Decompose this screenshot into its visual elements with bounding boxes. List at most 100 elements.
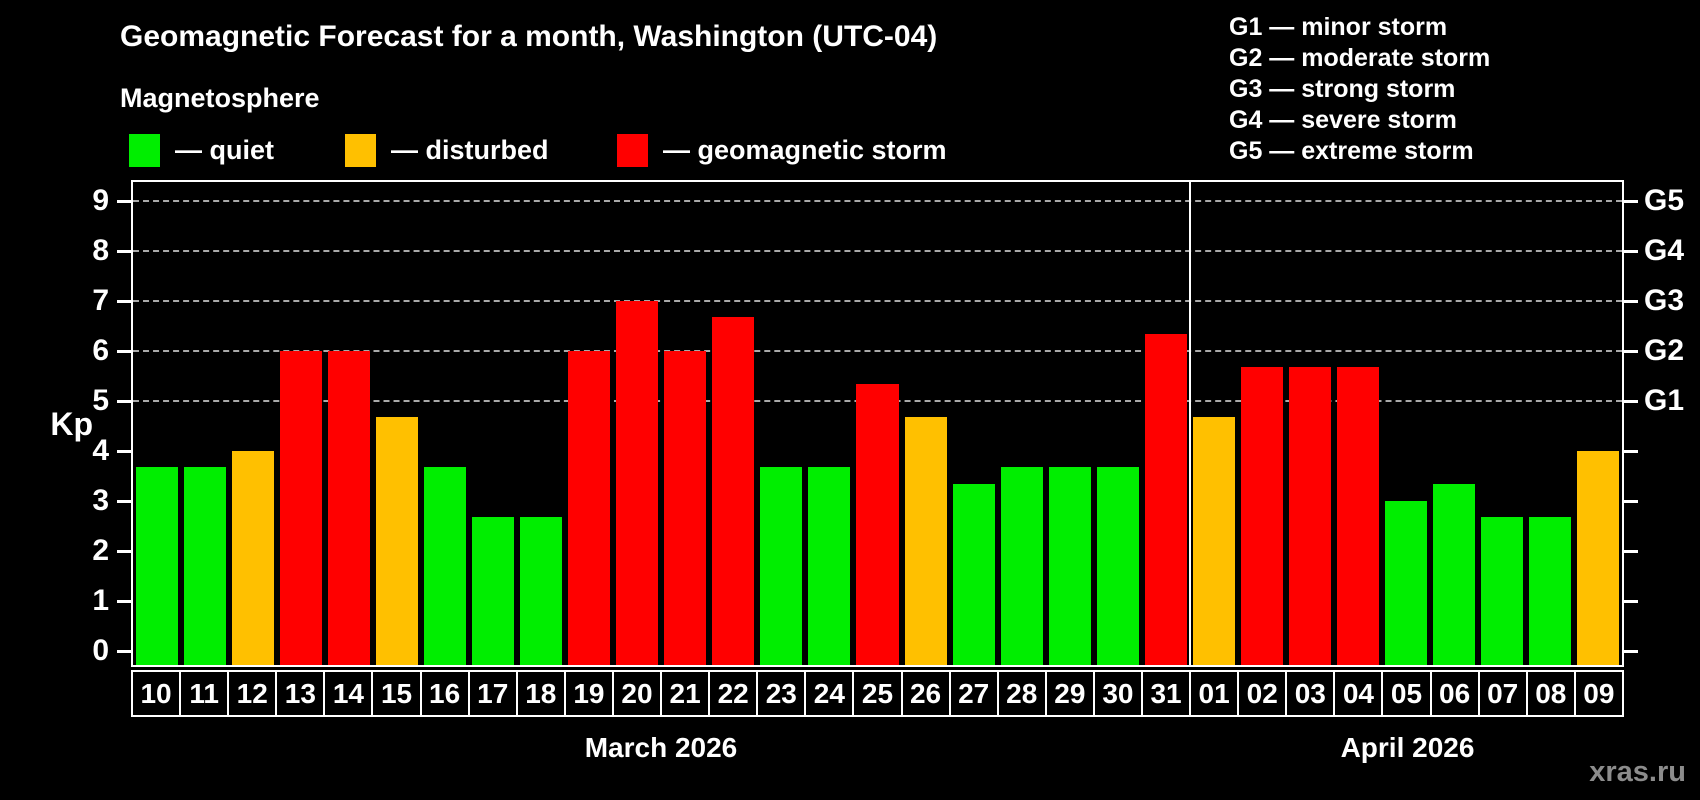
day-label-14: 14 — [323, 670, 374, 717]
day-label-01: 01 — [1189, 670, 1240, 717]
kp-bar-day-15 — [376, 417, 419, 665]
day-label-08: 08 — [1525, 670, 1576, 717]
y-tick-right-4 — [1624, 450, 1638, 453]
month-label-1: April 2026 — [1340, 732, 1475, 763]
watermark: xras.ru — [1589, 756, 1686, 788]
day-label-24: 24 — [804, 670, 855, 717]
gridline-kp-7 — [133, 300, 1622, 302]
day-label-11: 11 — [179, 670, 230, 717]
y-tick-left-9 — [117, 200, 131, 203]
kp-bar-day-14 — [328, 351, 371, 665]
day-label-17: 17 — [467, 670, 518, 717]
g-scale-legend: G1 — minor storm G2 — moderate storm G3 … — [1229, 12, 1490, 167]
day-label-30: 30 — [1092, 670, 1143, 717]
kp-bar-day-08 — [1528, 517, 1571, 665]
bars-container — [133, 182, 1622, 665]
kp-bar-day-05 — [1384, 501, 1427, 665]
bar-column-05 — [1382, 182, 1430, 665]
day-label-29: 29 — [1044, 670, 1095, 717]
storm-color-swatch — [617, 133, 648, 167]
magnetosphere-label: Magnetosphere — [120, 83, 320, 113]
bar-column-10 — [133, 182, 181, 665]
y-tick-label-8: 8 — [92, 234, 109, 267]
g-tick-label-G1: G1 — [1644, 384, 1685, 417]
kp-bar-day-27 — [952, 484, 995, 665]
y-tick-left-5 — [117, 400, 131, 403]
bar-column-28 — [998, 182, 1046, 665]
kp-bar-day-17 — [472, 517, 515, 665]
kp-bar-day-26 — [904, 417, 947, 665]
kp-bar-day-10 — [136, 467, 179, 665]
kp-bar-day-28 — [1000, 467, 1043, 665]
day-label-12: 12 — [227, 670, 278, 717]
g5-legend-line: G5 — extreme storm — [1229, 137, 1474, 165]
day-label-09: 09 — [1573, 670, 1624, 717]
quiet-color-swatch — [129, 133, 160, 167]
bar-column-04 — [1334, 182, 1382, 665]
day-label-03: 03 — [1285, 670, 1336, 717]
gridline-kp-8 — [133, 250, 1622, 252]
g4-legend-line: G4 — severe storm — [1229, 106, 1457, 134]
bar-column-09 — [1574, 182, 1622, 665]
kp-bar-day-19 — [568, 351, 611, 665]
y-tick-right-1 — [1624, 600, 1638, 603]
day-label-20: 20 — [611, 670, 663, 717]
y-tick-right-0 — [1624, 650, 1638, 653]
kp-bar-day-04 — [1336, 367, 1379, 665]
kp-bar-day-02 — [1240, 367, 1283, 665]
kp-bar-day-16 — [424, 467, 467, 665]
day-label-25: 25 — [852, 670, 903, 717]
g-tick-label-G3: G3 — [1644, 284, 1685, 317]
x-axis-day-row: 10 11 12 13 14 15 16 17 18 19 20 21 22 23 24 25 26 27 28 29… — [131, 670, 1624, 717]
day-label-15: 15 — [371, 670, 422, 717]
kp-bar-day-18 — [520, 517, 563, 665]
bar-column-19 — [565, 182, 613, 665]
day-label-22: 22 — [708, 670, 759, 717]
bar-column-08 — [1526, 182, 1574, 665]
bar-column-07 — [1478, 182, 1526, 665]
kp-bar-day-31 — [1144, 334, 1187, 665]
kp-bar-day-11 — [184, 467, 227, 665]
y-tick-label-1: 1 — [92, 584, 109, 617]
y-tick-left-7 — [117, 300, 131, 303]
y-tick-label-5: 5 — [92, 384, 109, 417]
day-label-19: 19 — [563, 670, 614, 717]
kp-bar-day-24 — [808, 467, 851, 665]
gridline-kp-6 — [133, 350, 1622, 352]
day-label-02: 02 — [1237, 670, 1288, 717]
legend-item-disturbed: — disturbed — [345, 132, 549, 168]
bar-column-26 — [902, 182, 950, 665]
g-tick-label-G2: G2 — [1644, 334, 1685, 367]
bar-column-17 — [469, 182, 517, 665]
kp-bar-day-21 — [664, 351, 707, 665]
bar-column-12 — [229, 182, 277, 665]
bar-column-16 — [421, 182, 469, 665]
bar-column-14 — [325, 182, 373, 665]
bar-column-30 — [1094, 182, 1142, 665]
y-tick-right-2 — [1624, 550, 1638, 553]
kp-bar-day-12 — [232, 451, 275, 665]
legend-item-storm: — geomagnetic storm — [617, 132, 947, 168]
kp-bar-day-09 — [1576, 451, 1619, 665]
gridline-kp-9 — [133, 200, 1622, 202]
y-tick-left-4 — [117, 450, 131, 453]
legend-label-storm: — geomagnetic storm — [663, 134, 947, 165]
day-label-18: 18 — [515, 670, 566, 717]
y-tick-label-3: 3 — [92, 484, 109, 517]
g-tick-label-G4: G4 — [1644, 234, 1685, 267]
bar-column-03 — [1286, 182, 1334, 665]
y-tick-right-7 — [1624, 300, 1638, 303]
bar-column-27 — [950, 182, 998, 665]
day-label-28: 28 — [996, 670, 1047, 717]
g2-legend-line: G2 — moderate storm — [1229, 44, 1491, 72]
g-tick-label-G5: G5 — [1644, 184, 1685, 217]
legend-label-quiet: — quiet — [175, 134, 274, 165]
bar-column-24 — [805, 182, 853, 665]
kp-bar-day-06 — [1432, 484, 1475, 665]
month-separator — [1188, 182, 1191, 665]
y-tick-left-0 — [117, 650, 131, 653]
y-tick-left-8 — [117, 250, 131, 253]
day-label-26: 26 — [900, 670, 951, 717]
bar-column-22 — [709, 182, 757, 665]
kp-bar-day-23 — [760, 467, 803, 665]
